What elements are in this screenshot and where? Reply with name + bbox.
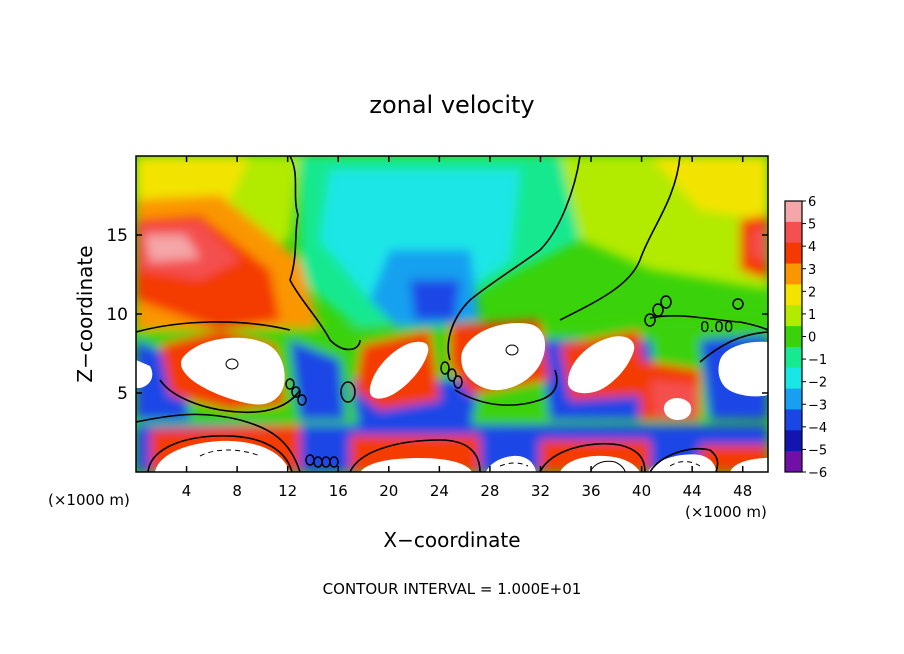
contour-loops: [199, 295, 744, 472]
colorbar-swatch: [785, 346, 802, 369]
x-tick-label: 12: [278, 482, 297, 500]
x-tick-label: 28: [480, 482, 499, 500]
x-tick-label: 48: [733, 482, 752, 500]
contour-interval-note: CONTOUR INTERVAL = 1.000E+01: [323, 580, 582, 598]
colorbar-label: −5: [808, 443, 827, 458]
x-tick-label: 16: [329, 482, 348, 500]
colorbar-swatch: [785, 242, 802, 265]
colorbar-label: 6: [808, 195, 816, 210]
plot-area: 0.00: [136, 156, 768, 472]
colorbar-label: −1: [808, 353, 827, 368]
colorbar-swatch: [785, 367, 802, 390]
colorbar-swatch: [785, 201, 802, 223]
chart-title: zonal velocity: [369, 91, 534, 119]
x-unit-right: (×1000 m): [685, 503, 767, 521]
colorbar-label: −3: [808, 398, 827, 413]
x-axis-label: X−coordinate: [383, 528, 520, 552]
colorbar: 6 5 4 3 2 1 0 −1 −2 −3 −4 −5 −6: [784, 195, 827, 481]
colorbar-label: 3: [808, 263, 816, 278]
y-tick-label: 5: [117, 384, 128, 404]
colorbar-swatch: [785, 388, 802, 410]
y-axis-label: Z−coordinate: [73, 245, 97, 382]
y-tick-label: 10: [106, 305, 128, 325]
x-tick-label: 32: [531, 482, 550, 500]
x-tick-label: 36: [581, 482, 600, 500]
y-axis-ticks: 5 10 15: [106, 226, 768, 404]
colorbar-swatch: [785, 221, 802, 244]
colorbar-swatch: [785, 409, 802, 431]
x-tick-label: 20: [379, 482, 398, 500]
y-tick-label: 15: [106, 226, 128, 246]
colorbar-label: 5: [808, 218, 816, 233]
colorbar-label: −6: [808, 466, 827, 481]
colorbar-swatch: [785, 326, 802, 348]
colorbar-swatch: [785, 305, 802, 327]
saturated-regions: [136, 322, 768, 472]
colorbar-label: −4: [808, 421, 827, 436]
x-tick-label: 44: [683, 482, 702, 500]
colorbar-swatch: [785, 284, 802, 306]
contour-label: 0.00: [700, 318, 733, 336]
x-unit-left: (×1000 m): [48, 491, 130, 509]
x-tick-label: 8: [232, 482, 242, 500]
colorbar-label: 4: [808, 240, 816, 255]
colorbar-label: 1: [808, 308, 816, 323]
x-tick-label: 24: [430, 482, 449, 500]
x-tick-label: 40: [632, 482, 651, 500]
colorbar-swatch: [785, 263, 802, 285]
x-axis-ticks: 4 8 12 16 20 24 28 32 36 40 44 48: [182, 156, 752, 500]
x-tick-label: 4: [182, 482, 192, 500]
zero-contours: [136, 156, 768, 472]
colorbar-swatch: [785, 451, 802, 473]
colorbar-label: 0: [808, 331, 816, 346]
colorbar-label: 2: [808, 285, 816, 300]
colorbar-label: −2: [808, 376, 827, 391]
colorbar-swatch: [785, 430, 802, 452]
